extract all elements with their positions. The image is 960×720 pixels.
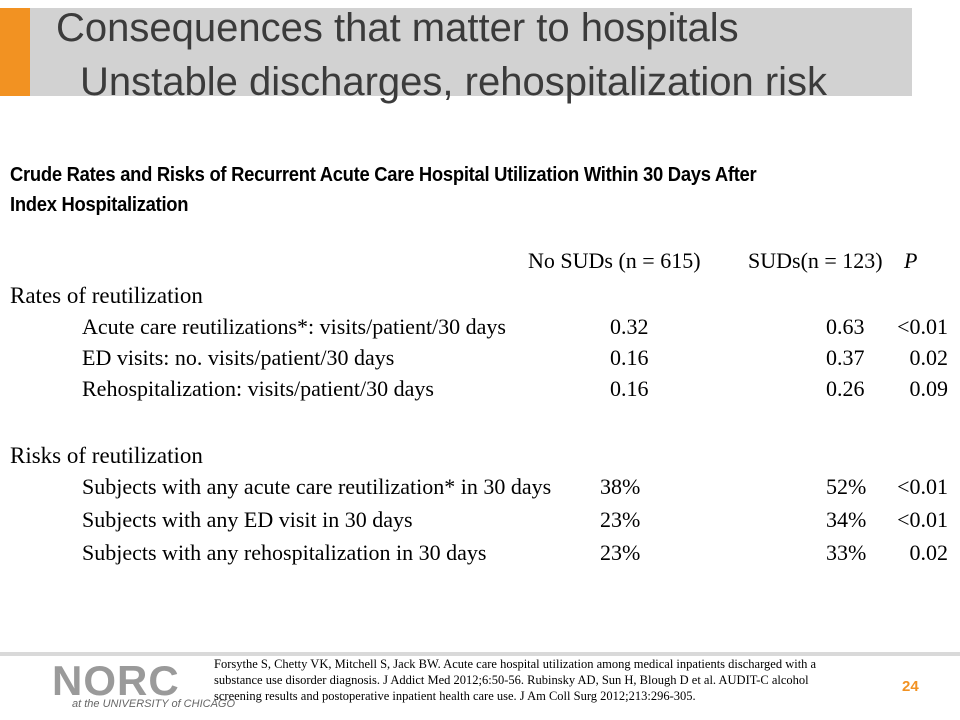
table-row-label: Subjects with any rehospitalization in 3… — [82, 540, 487, 565]
norc-logo: NORC — [52, 660, 180, 702]
table-cell-no-suds: 0.16 — [610, 345, 649, 370]
table-cell-p: 0.02 — [909, 345, 949, 370]
page-number: 24 — [902, 678, 919, 695]
table-row-label: Subjects with any acute care reutilizati… — [82, 474, 552, 499]
column-header-p: P — [904, 248, 918, 273]
table-cell-no-suds: 38% — [600, 474, 641, 499]
table-cell-p: <0.01 — [897, 507, 948, 532]
slide-title: Consequences that matter to hospitals — [56, 6, 739, 50]
footer-divider — [0, 652, 960, 656]
column-header-no-suds: No SUDs (n = 615) — [528, 248, 701, 273]
section-heading-rates: Rates of reutilization — [10, 283, 203, 308]
table-cell-no-suds: 23% — [600, 507, 641, 532]
table-cell-suds: 34% — [826, 507, 867, 532]
table-row-label: Rehospitalization: visits/patient/30 day… — [82, 376, 434, 401]
table-cell-suds: 0.63 — [826, 314, 865, 339]
table-row-label: Subjects with any ED visit in 30 days — [82, 507, 413, 532]
table-row-label: Acute care reutilizations*: visits/patie… — [82, 314, 506, 339]
table-cell-suds: 0.37 — [826, 345, 865, 370]
accent-bar — [0, 8, 30, 96]
title-band — [30, 8, 912, 96]
table-cell-p: 0.09 — [909, 376, 949, 401]
logo-text: NORC — [52, 657, 180, 704]
citation-text: Forsythe S, Chetty VK, Mitchell S, Jack … — [214, 657, 817, 703]
table-cell-suds: 0.26 — [826, 376, 865, 401]
table-title: Crude Rates and Risks of Recurrent Acute… — [10, 164, 757, 216]
table-cell-p: <0.01 — [897, 474, 948, 499]
table-row-label: ED visits: no. visits/patient/30 days — [82, 345, 395, 370]
column-header-suds: SUDs(n = 123) — [748, 248, 883, 273]
logo-subtext: at the UNIVERSITY of CHICAGO — [72, 698, 236, 710]
table-cell-no-suds: 23% — [600, 540, 641, 565]
table-cell-no-suds: 0.16 — [610, 376, 649, 401]
slide-subtitle: Unstable discharges, rehospitalization r… — [80, 60, 828, 104]
table-cell-p: <0.01 — [897, 314, 948, 339]
table-cell-suds: 52% — [826, 474, 867, 499]
table-cell-suds: 33% — [826, 540, 867, 565]
table-cell-no-suds: 0.32 — [610, 314, 649, 339]
table-cell-p: 0.02 — [909, 540, 949, 565]
section-heading-risks: Risks of reutilization — [10, 443, 203, 468]
